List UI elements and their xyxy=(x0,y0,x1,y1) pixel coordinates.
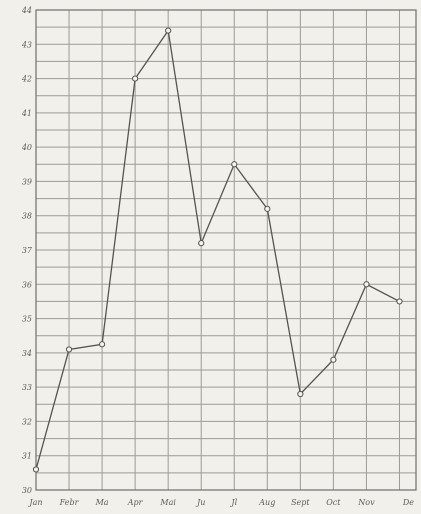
x-tick-label: Oct xyxy=(326,498,341,507)
y-tick-label: 41 xyxy=(21,109,32,118)
x-tick-label: De xyxy=(402,498,414,507)
x-tick-label: Febr xyxy=(59,498,80,507)
y-axis-ticks: 44 43 42 41 40 39 38 37 36 35 34 33 32 31 30 xyxy=(21,6,33,495)
plot-frame xyxy=(35,9,417,491)
x-tick-label: Jan xyxy=(27,498,42,507)
data-point xyxy=(363,281,370,288)
x-axis-ticks: Jan Febr Ma Apr Mai Ju Jl Aug Sept Oct Nov De xyxy=(27,498,414,507)
y-tick-label: 34 xyxy=(22,349,32,358)
x-tick-label: Apr xyxy=(127,498,144,507)
data-point xyxy=(264,205,271,212)
data-point xyxy=(231,161,238,168)
y-tick-label: 32 xyxy=(22,417,32,426)
data-point xyxy=(98,341,106,348)
data-point xyxy=(297,390,304,398)
x-tick-label: Ma xyxy=(95,498,109,507)
y-tick-label: 36 xyxy=(22,280,32,289)
data-point xyxy=(165,27,172,34)
data-point xyxy=(198,240,205,247)
data-point xyxy=(32,466,40,473)
y-tick-label: 43 xyxy=(21,40,32,49)
grid xyxy=(35,9,417,491)
y-tick-label: 40 xyxy=(21,143,32,152)
x-tick-label: Jl xyxy=(229,498,237,507)
data-point xyxy=(65,346,73,353)
y-tick-label: 44 xyxy=(21,6,32,15)
x-tick-label: Aug xyxy=(258,498,275,507)
x-tick-label: Ju xyxy=(195,498,205,507)
y-tick-label: 33 xyxy=(22,383,32,392)
y-tick-label: 42 xyxy=(21,75,32,84)
y-tick-label: 30 xyxy=(22,486,32,495)
y-tick-label: 31 xyxy=(22,452,32,461)
series-line xyxy=(35,28,400,470)
y-tick-label: 35 xyxy=(22,315,32,324)
series-layer xyxy=(32,27,403,473)
y-tick-label: 38 xyxy=(22,212,32,221)
y-tick-label: 37 xyxy=(22,246,33,255)
data-point xyxy=(330,356,337,363)
x-tick-label: Sept xyxy=(291,498,310,507)
data-point xyxy=(132,75,139,82)
data-point xyxy=(396,298,403,305)
x-tick-label: Mai xyxy=(159,498,176,507)
x-tick-label: Nov xyxy=(357,498,375,507)
y-tick-label: 39 xyxy=(22,177,32,186)
